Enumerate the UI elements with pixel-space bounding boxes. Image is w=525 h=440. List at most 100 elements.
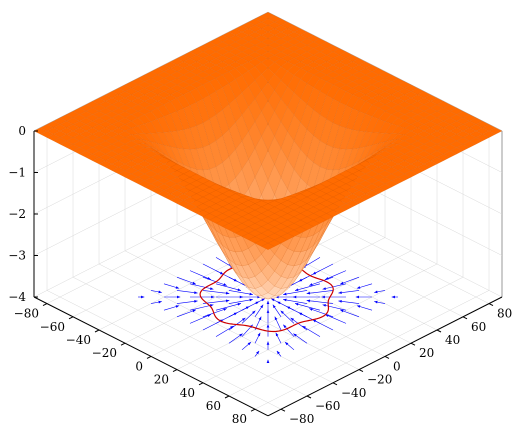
vector-arrowhead (266, 359, 270, 364)
y-tick (384, 355, 390, 359)
vector-arrowhead (266, 300, 270, 304)
vector-arrowhead (293, 333, 297, 337)
y-tick-label: 0 (393, 359, 401, 373)
vector-arrowhead (356, 305, 361, 308)
vector-arrowhead (261, 298, 265, 302)
vector-arrow (176, 309, 196, 318)
vector-arrow (294, 303, 321, 311)
y-tick (358, 369, 364, 373)
vector-arrowhead (391, 295, 395, 299)
vector-arrowhead (194, 291, 198, 294)
vector-arrowhead (175, 286, 180, 289)
vector-arrow (215, 283, 242, 291)
vector-arrow (338, 290, 360, 294)
vector-arrowhead (256, 350, 260, 355)
floor-gridline (46, 290, 282, 410)
y-tick-label: 20 (419, 346, 434, 360)
vector-arrowhead (275, 332, 279, 337)
vector-arrowhead (309, 308, 313, 311)
vector-arrowhead (257, 332, 261, 337)
vector-arrow (189, 314, 211, 324)
vector-arrow (322, 283, 347, 290)
vector-arrowhead (312, 271, 317, 275)
vector-arrow (228, 317, 246, 331)
vector-arrowhead (355, 295, 359, 299)
y-tick-label: −40 (341, 386, 366, 400)
vector-arrowhead (266, 341, 270, 345)
vector-arrow (176, 290, 198, 294)
vector-arrowhead (272, 304, 276, 309)
vector-arrowhead (252, 310, 256, 314)
vector-arrowhead (283, 298, 287, 302)
vector-arrowhead (177, 295, 181, 299)
z-tick-label: −1 (8, 166, 26, 180)
vector-arrow (312, 319, 334, 331)
z-tick-label: −4 (8, 290, 26, 304)
y-tick (332, 382, 338, 386)
y-tick-label: −80 (289, 412, 314, 426)
vector-arrow (302, 325, 321, 337)
z-tick-label: −3 (8, 249, 26, 263)
vector-arrowhead (277, 301, 281, 305)
vector-arrowhead (223, 308, 227, 311)
vector-arrowhead (239, 295, 243, 299)
vector-arrowhead (249, 298, 253, 302)
vector-arrowhead (194, 300, 198, 303)
vector-arrowhead (322, 304, 326, 307)
vector-arrowhead (374, 290, 378, 294)
vector-arrowhead (283, 292, 287, 296)
y-tick-label: 80 (497, 307, 512, 321)
contour-line (199, 263, 334, 333)
vector-arrowhead (356, 286, 361, 289)
vector-arrow (283, 290, 308, 295)
vector-arrowhead (306, 299, 311, 303)
vector-arrowhead (266, 309, 270, 313)
x-tick-label: −40 (66, 333, 91, 347)
surface-mesh (33, 12, 503, 300)
y-tick (410, 342, 416, 346)
vector-arrowhead (298, 278, 303, 282)
floor-gridline (72, 276, 308, 397)
vector-arrowhead (247, 342, 251, 346)
x-tick-label: 0 (135, 359, 143, 373)
y-tick (306, 395, 312, 399)
vector-arrowhead (340, 281, 344, 285)
x-tick (42, 303, 48, 307)
vector-arrowhead (258, 316, 262, 321)
x-tick (120, 342, 126, 346)
vector-arrowhead (280, 310, 284, 314)
x-tick (224, 395, 230, 399)
vector-arrow (309, 276, 334, 286)
vector-arrowhead (302, 326, 306, 329)
vector-arrow (189, 270, 211, 280)
vector-arrow (215, 325, 234, 337)
z-tick-label: 0 (18, 124, 26, 138)
axes (33, 130, 503, 417)
vector-arrowhead (322, 287, 326, 290)
y-tick (462, 316, 468, 320)
vector-arrow (340, 309, 360, 318)
vector-arrow (228, 299, 253, 304)
x-tick-label: 60 (206, 399, 221, 413)
vector-arrowhead (225, 291, 230, 295)
vector-arrow (176, 300, 198, 304)
vector-arrow (325, 270, 347, 280)
vector-arrowhead (237, 288, 242, 292)
vector-arrowhead (321, 295, 325, 299)
vector-arrow (189, 283, 214, 290)
vector-arrow (202, 290, 230, 294)
vector-arrowhead (312, 319, 317, 323)
x-tick (198, 382, 204, 386)
vector-arrowhead (338, 300, 342, 303)
vector-arrowhead (286, 306, 291, 310)
x-tick-label: −80 (14, 307, 39, 321)
x-tick (68, 316, 74, 320)
vector-arrow (283, 299, 308, 304)
vector-arrowhead (374, 300, 378, 304)
vector-arrow (306, 290, 334, 294)
vector-arrow (338, 300, 360, 304)
vector-arrowhead (293, 295, 297, 299)
vector-arrow (202, 308, 227, 318)
x-tick (250, 408, 256, 412)
